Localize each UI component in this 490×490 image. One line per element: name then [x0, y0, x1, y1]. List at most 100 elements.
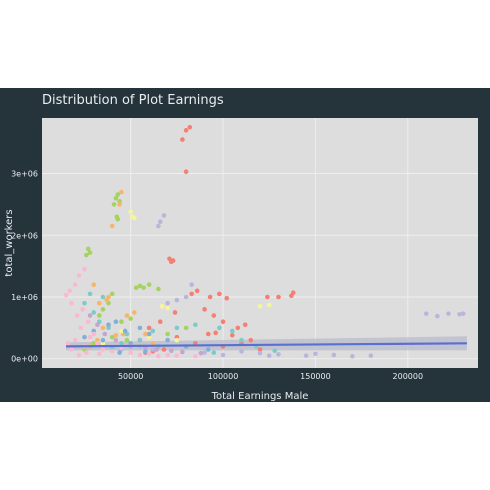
data-point: [95, 322, 100, 328]
data-point: [91, 310, 97, 315]
data-point: [132, 215, 137, 221]
chart-frame: Distribution of Plot Earnings 0e+00 1e+06…: [0, 88, 490, 402]
data-point: [248, 337, 254, 343]
data-point: [165, 352, 170, 358]
data-point: [194, 288, 200, 294]
plot-panel: [42, 118, 478, 368]
data-point: [74, 313, 80, 318]
data-point: [137, 283, 143, 289]
data-point: [76, 273, 82, 278]
data-point: [165, 305, 170, 311]
data-point: [172, 310, 178, 315]
data-point: [169, 348, 174, 354]
data-point: [109, 223, 115, 229]
data-point: [266, 353, 272, 358]
data-point: [95, 341, 100, 346]
chart-title: Distribution of Plot Earnings: [42, 93, 224, 108]
data-point: [128, 209, 133, 215]
data-point: [85, 246, 91, 252]
x-tick-label: 200000: [393, 372, 424, 381]
data-point: [165, 300, 170, 306]
data-point: [113, 195, 119, 201]
data-point: [111, 202, 117, 207]
data-point: [85, 319, 91, 325]
data-point: [220, 352, 226, 358]
data-point: [137, 337, 143, 343]
data-point: [115, 192, 121, 197]
data-point: [119, 341, 124, 346]
data-point: [132, 310, 137, 315]
data-point: [150, 347, 156, 352]
y-tick-label: 0e+00: [11, 355, 38, 364]
data-point: [193, 322, 198, 328]
data-point: [143, 349, 148, 354]
y-tick-label: 1e+06: [11, 293, 38, 302]
scatter-chart: Distribution of Plot Earnings 0e+00 1e+06…: [4, 93, 478, 402]
data-point: [457, 311, 462, 317]
data-point: [146, 282, 152, 287]
data-point: [133, 285, 139, 291]
data-point: [76, 352, 82, 358]
x-tick-label: 150000: [300, 372, 331, 381]
data-point: [157, 319, 163, 325]
data-point: [239, 349, 244, 354]
data-point: [217, 325, 222, 331]
data-point: [87, 250, 93, 255]
y-tick-label: 3e+06: [11, 170, 38, 179]
data-point: [224, 295, 230, 301]
data-point: [272, 348, 278, 354]
data-point: [113, 337, 119, 343]
data-point: [109, 291, 115, 297]
data-point: [143, 331, 148, 337]
data-point: [87, 313, 93, 318]
data-point: [368, 353, 374, 358]
data-point: [257, 347, 263, 352]
data-point: [91, 282, 97, 287]
data-point: [183, 294, 189, 300]
data-point: [124, 337, 130, 343]
data-point: [87, 291, 93, 297]
data-point: [150, 328, 156, 334]
data-point: [104, 297, 109, 303]
data-point: [350, 353, 355, 359]
data-point: [128, 316, 133, 321]
data-point: [193, 353, 198, 359]
x-axis-label: Total Earnings Male: [211, 391, 309, 402]
data-point: [331, 352, 337, 358]
data-point: [229, 328, 235, 334]
x-tick-label: 50000: [118, 372, 143, 381]
data-point: [165, 337, 170, 343]
data-point: [146, 325, 152, 331]
data-point: [446, 311, 451, 316]
data-point: [266, 302, 272, 308]
data-point: [84, 350, 89, 355]
data-point: [202, 307, 207, 312]
data-point: [119, 319, 124, 325]
data-point: [69, 300, 74, 306]
data-point: [303, 353, 309, 358]
grid-lines: [42, 118, 478, 368]
data-point: [63, 292, 69, 298]
data-point: [211, 350, 217, 355]
data-point: [80, 307, 85, 312]
data-point: [119, 189, 124, 195]
data-point: [170, 258, 176, 263]
data-point: [183, 325, 189, 331]
data-point: [115, 216, 121, 222]
data-point: [183, 128, 189, 133]
data-point: [117, 202, 122, 207]
data-point: [207, 294, 213, 300]
data-point: [161, 347, 167, 352]
data-point: [119, 328, 124, 334]
data-point: [72, 282, 78, 287]
data-point: [91, 331, 97, 337]
data-point: [217, 291, 222, 297]
data-point: [87, 334, 93, 340]
data-point: [102, 331, 108, 337]
data-point: [137, 352, 143, 358]
data-point: [67, 288, 73, 294]
data-point: [113, 332, 119, 338]
data-point: [174, 337, 180, 343]
data-point: [100, 294, 106, 300]
data-point: [423, 311, 429, 316]
